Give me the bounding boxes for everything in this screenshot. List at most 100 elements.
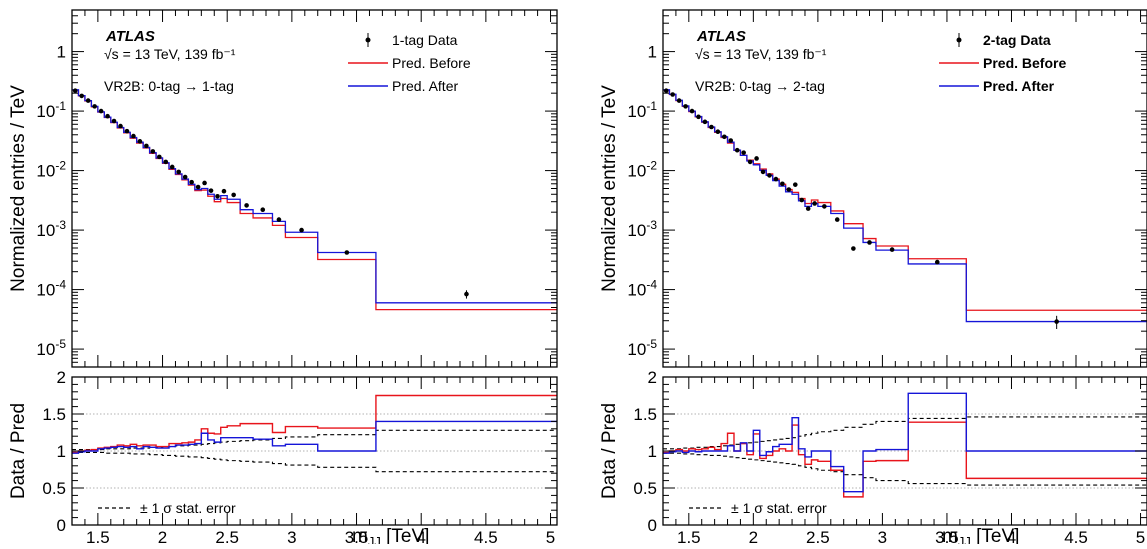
- left-x-tick-label: 4.5: [474, 528, 498, 544]
- right-y-tick-label: 10-5: [627, 337, 657, 359]
- left-data-point: [72, 88, 78, 94]
- left-legend-before-label: Pred. Before: [392, 55, 471, 71]
- right-pred-before-line: [663, 89, 1147, 311]
- left-x-tick-label: 5: [546, 528, 555, 544]
- right-data-point: [792, 182, 798, 187]
- right-legend-data-label: 2-tag Data: [983, 32, 1051, 48]
- right-x-axis-label: mJJ [TeV]: [942, 526, 1019, 544]
- left-ratio-y-ticks: 0 0.5 1 1.5 2: [42, 368, 557, 535]
- left-data-point: [85, 98, 91, 103]
- left-data-point: [92, 104, 97, 109]
- right-data-point: [786, 187, 792, 192]
- right-data-point: [689, 108, 695, 114]
- right-region-label: VR2B: 0-tag → 2-tag: [695, 78, 825, 94]
- right-energy-lumi-label: √s = 13 TeV, 139 fb⁻¹: [695, 46, 827, 62]
- right-ratio-y-ticks: 0 0.5 1 1.5 2: [633, 368, 1147, 535]
- right-data-point: [754, 156, 759, 161]
- right-data-point: [728, 138, 734, 143]
- right-ratio-x-ticks: 1.5 2 2.5 3 3.5 4 4.5 5: [662, 377, 1145, 547]
- right-legend-data-marker: [956, 37, 962, 43]
- right-data-point: [767, 173, 772, 178]
- left-ratio-plot: [72, 394, 557, 489]
- left-x-tick-label: 2.5: [215, 528, 239, 544]
- left-data-point: [111, 118, 117, 124]
- right-ratio-y-tick-label: 0: [648, 516, 657, 535]
- left-data-point: [157, 154, 162, 160]
- left-data-point: [215, 193, 220, 199]
- right-legend-after-label: Pred. After: [983, 78, 1055, 94]
- right-data-point: [773, 176, 779, 182]
- left-ratio-y-axis-label: Data / Pred: [8, 403, 29, 499]
- right-y-tick-label: 1: [648, 43, 657, 62]
- left-data-point: [98, 108, 104, 114]
- left-pred-after-line: [72, 89, 557, 304]
- right-y-ticks: 10-5 10-4 10-3 10-2 10-1 1: [627, 9, 1147, 363]
- left-region-label: VR2B: 0-tag → 1-tag: [104, 78, 234, 94]
- right-data-point: [1054, 319, 1059, 324]
- left-ratio-y-tick-label: 1: [57, 442, 66, 461]
- right-data-point: [747, 159, 753, 165]
- left-y-tick-label: 10-1: [36, 99, 66, 121]
- left-x-tick-label: 3.5: [345, 528, 369, 544]
- left-panel: 10-5 10-4 10-3 10-2 10-1 1 Normalized entries …: [8, 9, 558, 549]
- left-data-point: [150, 149, 156, 154]
- right-atlas-label: ATLAS: [696, 28, 746, 45]
- left-x-tick-label: 4: [416, 528, 425, 544]
- left-legend-data-marker: [365, 37, 371, 43]
- right-data-point: [799, 197, 805, 203]
- left-main-plot: [72, 88, 557, 311]
- right-pred-after-line: [663, 89, 1147, 323]
- left-y-tick-label: 10-3: [36, 218, 66, 240]
- left-data-point: [260, 207, 266, 213]
- left-x-tick-label: 3: [287, 528, 296, 544]
- right-x-tick-label: 5: [1136, 528, 1145, 544]
- left-main-frame: [71, 9, 558, 368]
- left-x-axis-label: mJJ [TeV]: [352, 526, 429, 544]
- right-legend-before-label: Pred. Before: [983, 55, 1066, 71]
- right-y-axis-label: Normalized entries / TeV: [599, 85, 620, 292]
- left-y-ticks: 10-5 10-4 10-3 10-2 10-1 1: [36, 9, 557, 363]
- right-data-point: [812, 201, 817, 206]
- right-ratio-y-tick-label: 1: [648, 442, 657, 461]
- left-atlas-label: ATLAS: [105, 28, 155, 45]
- left-ratio-after-line: [72, 420, 557, 454]
- left-data-point: [276, 217, 282, 222]
- left-x-tick-label: 2: [158, 528, 167, 544]
- left-data-point: [231, 192, 236, 198]
- right-stat-error-down: [663, 452, 1147, 486]
- left-data-point: [299, 227, 304, 233]
- right-main-plot: [663, 88, 1147, 330]
- right-ratio-y-tick-label: 2: [648, 368, 657, 387]
- right-data-point: [663, 88, 669, 94]
- left-y-tick-label: 10-5: [36, 337, 66, 359]
- right-data-point: [805, 206, 811, 211]
- left-data-point: [208, 188, 214, 193]
- left-data-point: [137, 139, 143, 144]
- right-data-point: [722, 134, 727, 140]
- left-data-point: [124, 128, 130, 134]
- right-ratio-y-tick-label: 0.5: [633, 479, 657, 498]
- right-data-point: [834, 217, 840, 222]
- right-stat-error-legend-label: ± 1 σ stat. error: [731, 500, 827, 516]
- left-data-point: [131, 133, 136, 139]
- left-data-point: [202, 180, 207, 186]
- left-stat-error-legend-label: ± 1 σ stat. error: [140, 500, 236, 516]
- right-panel: 10-5 10-4 10-3 10-2 10-1 1 Normalized entries …: [599, 9, 1147, 549]
- right-x-tick-label: 4: [1007, 528, 1016, 544]
- left-energy-lumi-label: √s = 13 TeV, 139 fb⁻¹: [104, 46, 236, 62]
- left-y-tick-label: 1: [57, 43, 66, 62]
- left-ratio-y-tick-label: 0: [57, 516, 66, 535]
- left-y-tick-label: 10-2: [36, 159, 66, 181]
- left-pred-before-line: [72, 89, 557, 311]
- left-data-point: [105, 113, 110, 119]
- right-data-point: [676, 98, 682, 103]
- left-legend-after-label: Pred. After: [392, 78, 458, 94]
- left-data-point: [79, 93, 84, 99]
- right-x-tick-label: 2.5: [806, 528, 830, 544]
- right-data-point: [741, 150, 746, 155]
- left-data-point: [118, 123, 123, 129]
- right-data-point: [696, 114, 701, 120]
- left-ratio-y-tick-label: 2: [57, 368, 66, 387]
- left-data-point: [221, 188, 227, 194]
